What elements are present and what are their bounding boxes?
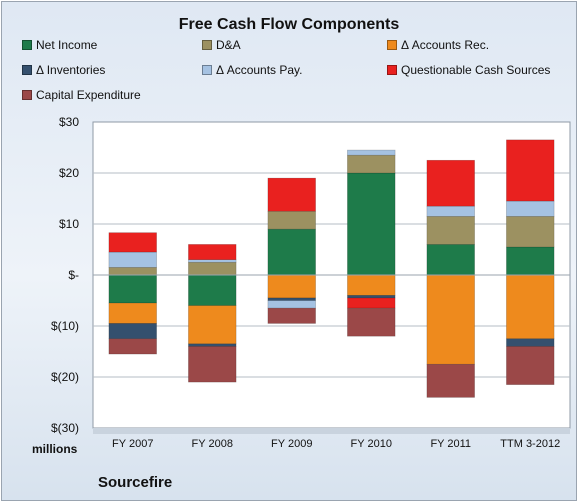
bar-segment	[188, 244, 237, 260]
legend-swatch	[387, 40, 397, 50]
legend-label: Δ Accounts Pay.	[216, 63, 303, 77]
legend-item: Questionable Cash Sources	[387, 63, 550, 77]
legend-swatch	[202, 40, 212, 50]
bar-segment	[188, 305, 237, 345]
legend-swatch	[202, 65, 212, 75]
x-tick-label: FY 2008	[192, 438, 233, 450]
bar-segment	[506, 274, 555, 340]
bar-segment	[108, 338, 157, 355]
bar-segment	[506, 139, 555, 202]
legend-swatch	[22, 65, 32, 75]
y-tick-label: $-	[68, 268, 79, 282]
bar-segment	[267, 274, 316, 299]
bar-segment	[347, 295, 396, 299]
y-tick-label: $(20)	[51, 370, 79, 384]
legend-label: Questionable Cash Sources	[401, 63, 551, 77]
bar-segment	[267, 228, 316, 276]
bar-segment	[426, 159, 475, 207]
plot-floor	[93, 428, 570, 434]
legend-swatch	[22, 40, 32, 50]
legend-label: Net Income	[36, 38, 98, 52]
y-tick-label: $30	[59, 115, 79, 129]
bar-segment	[188, 343, 237, 347]
bar-segment	[347, 172, 396, 276]
bar-segment	[347, 149, 396, 156]
bar-segment	[506, 216, 555, 248]
y-tick-label: $(10)	[51, 319, 79, 333]
x-tick-label: FY 2009	[271, 438, 312, 450]
bar-segment	[347, 307, 396, 337]
bar-segment	[108, 323, 157, 340]
bar-segment	[108, 232, 157, 253]
bar-segment	[108, 274, 157, 304]
legend-item: Δ Inventories	[22, 63, 105, 77]
bar-segment	[267, 210, 316, 230]
bar-segment	[188, 261, 237, 276]
bar-segment	[506, 200, 555, 217]
bar-segment	[426, 244, 475, 276]
chart-title: Free Cash Flow Components	[178, 16, 400, 33]
y-tick-label: $20	[59, 166, 79, 180]
bar-segment	[506, 246, 555, 276]
bar-segment	[347, 274, 396, 296]
chart-legend: Net Income D&A Δ Accounts Rec. Δ Inventorie…	[22, 38, 572, 110]
bar-segment	[188, 259, 237, 263]
legend-label: Capital Expenditure	[36, 88, 141, 102]
bar-segment	[108, 302, 157, 324]
bar-segment	[188, 346, 237, 383]
y-tick-label: $10	[59, 217, 79, 231]
legend-item: Capital Expenditure	[22, 88, 141, 102]
bar-segment	[347, 297, 396, 309]
company-name: Sourcefire	[98, 474, 173, 491]
bar-segment	[426, 216, 475, 245]
bar-segment	[108, 267, 157, 276]
y-tick-label: $(30)	[51, 421, 79, 435]
bar-segment	[426, 205, 475, 217]
legend-label: D&A	[216, 38, 241, 52]
bar-segment	[108, 251, 157, 268]
legend-item: Δ Accounts Pay.	[202, 63, 303, 77]
bar-segment	[347, 154, 396, 174]
x-tick-label: FY 2007	[112, 438, 153, 450]
bar-segment	[188, 274, 237, 306]
x-tick-label: TTM 3-2012	[500, 438, 560, 450]
legend-item: D&A	[202, 38, 241, 52]
legend-label: Δ Inventories	[36, 63, 106, 77]
units-label: millions	[32, 442, 78, 456]
legend-swatch	[387, 65, 397, 75]
bar-segment	[506, 338, 555, 347]
legend-label: Δ Accounts Rec.	[401, 38, 490, 52]
bar-segment	[267, 177, 316, 212]
bar-segment	[506, 346, 555, 385]
x-tick-label: FY 2011	[430, 438, 471, 450]
bar-segment	[267, 297, 316, 301]
legend-item: Δ Accounts Rec.	[387, 38, 489, 52]
x-tick-label: FY 2010	[351, 438, 392, 450]
legend-swatch	[22, 90, 32, 100]
bar-segment	[267, 300, 316, 309]
bar-segment	[426, 363, 475, 398]
bar-segment	[267, 307, 316, 324]
legend-item: Net Income	[22, 38, 97, 52]
bar-segment	[426, 274, 475, 365]
